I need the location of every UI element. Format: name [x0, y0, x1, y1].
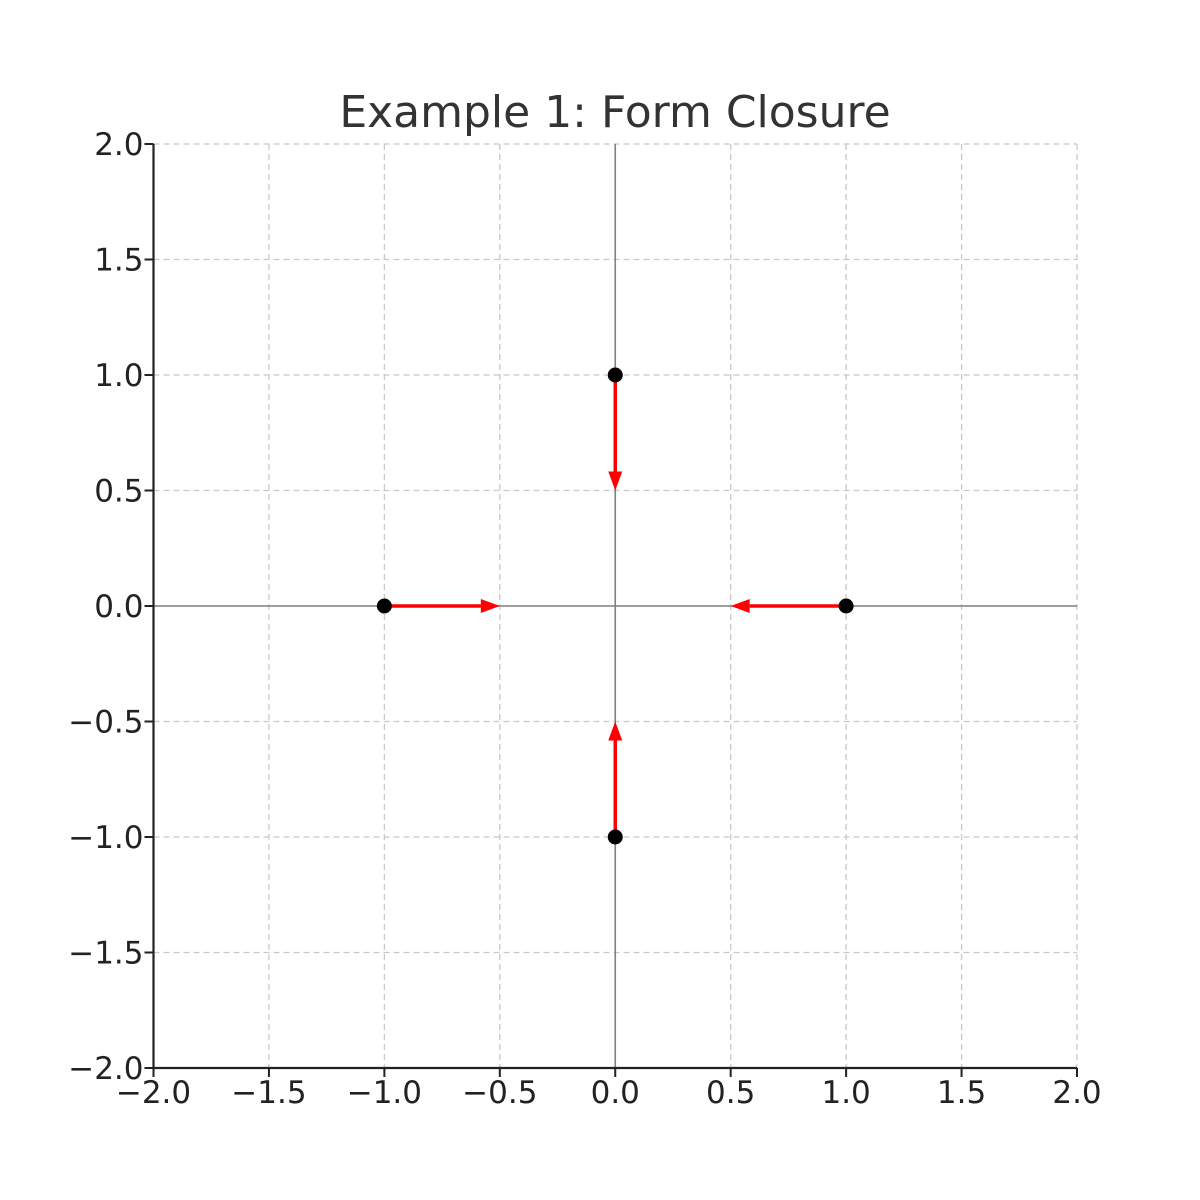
tick-labels: −2.0 −1.5 −1.0 −0.5 0.0 0.5 1.0 1.5 2.0 −2.0 −1.5 −… [68, 127, 1101, 1111]
x-tick-label: 0.5 [706, 1075, 755, 1111]
y-tick-label: −2.0 [68, 1051, 143, 1087]
contact-point [607, 829, 623, 845]
y-tick-label: 0.0 [94, 589, 143, 625]
y-tick-label: 1.5 [94, 243, 143, 279]
force-arrow-head [608, 471, 623, 491]
x-tick-label: 0.0 [591, 1075, 640, 1111]
contact-points [376, 367, 854, 845]
y-tick-label: 1.0 [94, 358, 143, 394]
force-arrow-head [608, 721, 623, 741]
contact-point [376, 598, 392, 614]
x-tick-label: −1.0 [347, 1075, 422, 1111]
y-tick-label: −1.5 [68, 936, 143, 972]
reference-lines [153, 144, 1077, 1068]
force-arrows [384, 375, 847, 837]
x-tick-label: 2.0 [1052, 1075, 1101, 1111]
force-arrow-head [730, 599, 750, 613]
force-arrow-head [480, 599, 500, 613]
y-tick-label: −1.0 [68, 820, 143, 856]
x-tick-label: −2.0 [116, 1075, 191, 1111]
chart-title: Example 1: Form Closure [339, 87, 890, 138]
y-tick-label: −0.5 [68, 705, 143, 741]
x-tick-label: 1.0 [821, 1075, 870, 1111]
y-tick-label: 2.0 [94, 127, 143, 163]
x-tick-label: −0.5 [462, 1075, 537, 1111]
contact-point [607, 367, 623, 383]
y-tick-label: 0.5 [94, 474, 143, 510]
x-tick-label: −1.5 [231, 1075, 306, 1111]
contact-point [838, 598, 854, 614]
axes [144, 143, 1078, 1077]
x-tick-label: 1.5 [937, 1075, 986, 1111]
